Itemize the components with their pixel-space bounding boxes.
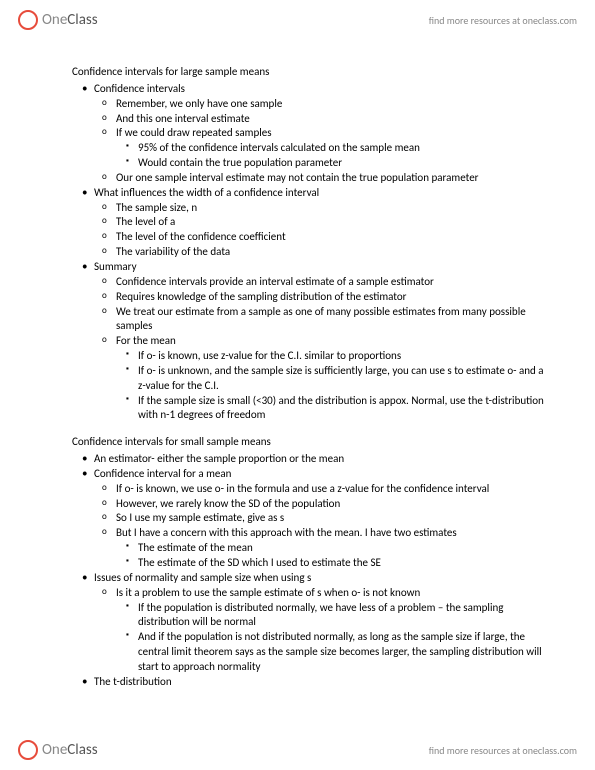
logo-text-one: One — [42, 11, 67, 29]
list-item: Would contain the true population parame… — [138, 156, 545, 171]
item-text: We treat our estimate from a sample as o… — [116, 305, 526, 333]
list-item: If the population is distributed normall… — [138, 601, 545, 631]
item-text: So I use my sample estimate, give as s — [116, 511, 284, 524]
item-text: If the sample size is small (<30) and th… — [138, 394, 544, 422]
item-text: If o- is known, we use o- in the formula… — [116, 482, 489, 495]
list-item: And this one interval estimate — [116, 112, 545, 127]
list-item: Confidence intervals provide an interval… — [116, 275, 545, 290]
item-text: Remember, we only have one sample — [116, 97, 282, 110]
item-text: And if the population is not distributed… — [138, 630, 542, 673]
header-tagline: find more resources at oneclass.com — [429, 14, 577, 27]
item-text: If we could draw repeated samples — [116, 126, 272, 139]
list-item: Our one sample interval estimate may not… — [116, 171, 545, 186]
list-item: Summary Confidence intervals provide an … — [94, 260, 545, 423]
list-item: If o- is unknown, and the sample size is… — [138, 364, 545, 394]
item-text: Is it a problem to use the sample estima… — [116, 586, 420, 599]
list-item: If o- is known, we use o- in the formula… — [116, 482, 545, 497]
list-item: The level of the confidence coefficient — [116, 230, 545, 245]
item-text: The variability of the data — [116, 245, 230, 258]
item-text: If o- is known, use z-value for the C.I.… — [138, 349, 401, 362]
list-item: What influences the width of a confidenc… — [94, 186, 545, 260]
item-text: 95% of the confidence intervals calculat… — [138, 141, 420, 154]
list-item: Confidence intervals Remember, we only h… — [94, 82, 545, 186]
item-text: Our one sample interval estimate may not… — [116, 171, 479, 184]
item-text: Requires knowledge of the sampling distr… — [116, 290, 407, 303]
page-header: OneClass find more resources at oneclass… — [0, 6, 595, 34]
section1-title: Confidence intervals for large sample me… — [72, 65, 545, 80]
item-text: However, we rarely know the SD of the po… — [116, 497, 340, 510]
list-item: The estimate of the mean — [138, 541, 545, 556]
list-item: For the mean If o- is known, use z-value… — [116, 334, 545, 423]
brand-logo: OneClass — [18, 10, 98, 30]
list-item: Issues of normality and sample size when… — [94, 571, 545, 675]
logo-circle-icon — [18, 740, 38, 760]
item-text: Issues of normality and sample size when… — [94, 571, 311, 584]
logo-text-class: Class — [67, 741, 97, 759]
section2-title: Confidence intervals for small sample me… — [72, 435, 545, 450]
list-item: And if the population is not distributed… — [138, 630, 545, 675]
list-item: However, we rarely know the SD of the po… — [116, 497, 545, 512]
item-text: Confidence intervals — [94, 82, 185, 95]
logo-circle-icon — [18, 10, 38, 30]
list-item: If we could draw repeated samples 95% of… — [116, 126, 545, 171]
list-item: Requires knowledge of the sampling distr… — [116, 290, 545, 305]
item-text: The t-distribution — [94, 675, 172, 688]
list-item: The estimate of the SD which I used to e… — [138, 556, 545, 571]
list-item: 95% of the confidence intervals calculat… — [138, 141, 545, 156]
list-item: The t-distribution — [94, 675, 545, 690]
item-text: If the population is distributed normall… — [138, 601, 503, 629]
list-item: But I have a concern with this approach … — [116, 526, 545, 571]
list-item: An estimator- either the sample proporti… — [94, 452, 545, 467]
item-text: The sample size, n — [116, 201, 197, 214]
item-text: An estimator- either the sample proporti… — [94, 452, 344, 465]
document-body: Confidence intervals for large sample me… — [72, 65, 545, 690]
page-footer: OneClass find more resources at oneclass… — [0, 736, 595, 764]
item-text: The estimate of the SD which I used to e… — [138, 556, 381, 569]
item-text: And this one interval estimate — [116, 112, 250, 125]
list-item: The variability of the data — [116, 245, 545, 260]
item-text: Would contain the true population parame… — [138, 156, 342, 169]
footer-tagline: find more resources at oneclass.com — [429, 744, 577, 757]
logo-text-one: One — [42, 741, 67, 759]
list-item: The level of a — [116, 215, 545, 230]
list-item: The sample size, n — [116, 201, 545, 216]
list-item: Confidence interval for a mean If o- is … — [94, 467, 545, 571]
item-text: What influences the width of a confidenc… — [94, 186, 319, 199]
list-item: Is it a problem to use the sample estima… — [116, 586, 545, 675]
list-item: Remember, we only have one sample — [116, 97, 545, 112]
list-item: We treat our estimate from a sample as o… — [116, 305, 545, 335]
item-text: Summary — [94, 260, 137, 273]
list-item: If o- is known, use z-value for the C.I.… — [138, 349, 545, 364]
list-item: So I use my sample estimate, give as s — [116, 511, 545, 526]
item-text: Confidence interval for a mean — [94, 467, 231, 480]
item-text: But I have a concern with this approach … — [116, 526, 457, 539]
item-text: The level of the confidence coefficient — [116, 230, 286, 243]
logo-text-class: Class — [67, 11, 97, 29]
item-text: The level of a — [116, 215, 175, 228]
item-text: The estimate of the mean — [138, 541, 253, 554]
item-text: For the mean — [116, 334, 176, 347]
brand-logo-footer: OneClass — [18, 740, 98, 760]
item-text: If o- is unknown, and the sample size is… — [138, 364, 544, 392]
list-item: If the sample size is small (<30) and th… — [138, 394, 545, 424]
item-text: Confidence intervals provide an interval… — [116, 275, 434, 288]
